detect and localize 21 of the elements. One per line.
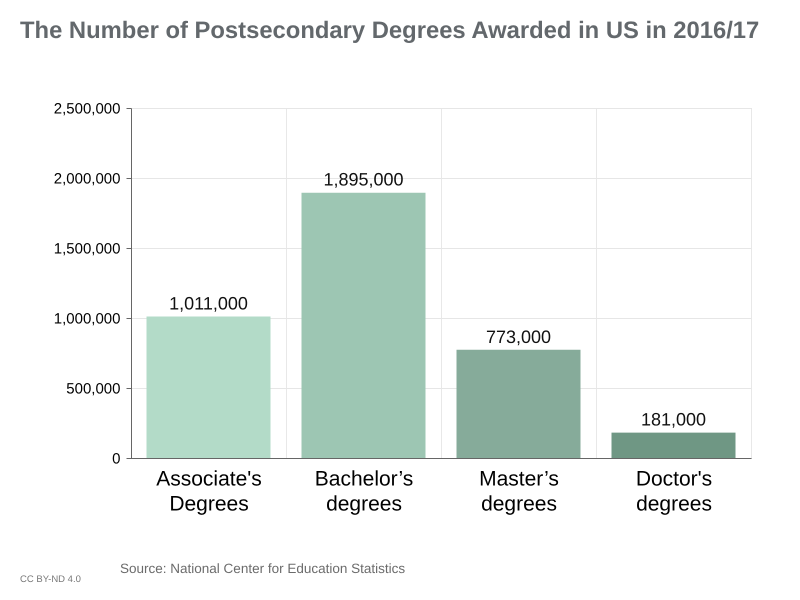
- data-label: 1,895,000: [323, 170, 404, 190]
- x-tick-label: Bachelor’s degrees: [314, 468, 414, 516]
- y-tick-label: 1,000,000: [54, 310, 120, 328]
- bar: [302, 192, 426, 458]
- x-tick-label: Associate's Degrees: [156, 468, 262, 516]
- source-note: Source: National Center for Education Statistics: [120, 561, 406, 576]
- y-tick-label: 0: [112, 450, 120, 468]
- data-label: 181,000: [640, 410, 706, 430]
- text: CC BY-ND 4.0: [20, 574, 81, 585]
- bar: [612, 432, 736, 458]
- y-tick-label: 2,000,000: [54, 170, 120, 188]
- data-label: 1,011,000: [169, 293, 248, 314]
- chart-title: The Number of Postsecondary Degrees Awarded in US in 2016/17: [20, 17, 760, 44]
- x-tick-label: Doctor's degrees: [636, 468, 712, 516]
- bar: [146, 316, 270, 458]
- x-tick-label: Master’s degrees: [479, 468, 559, 516]
- data-label: 773,000: [486, 326, 552, 347]
- y-tick-label: 1,500,000: [54, 240, 120, 258]
- y-tick-label: 2,500,000: [54, 100, 120, 118]
- bar: [456, 350, 580, 458]
- y-tick-label: 500,000: [66, 380, 120, 398]
